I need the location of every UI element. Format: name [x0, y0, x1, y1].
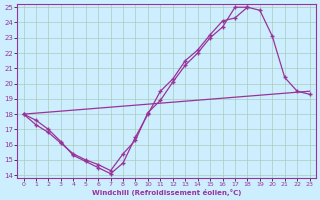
- X-axis label: Windchill (Refroidissement éolien,°C): Windchill (Refroidissement éolien,°C): [92, 189, 241, 196]
